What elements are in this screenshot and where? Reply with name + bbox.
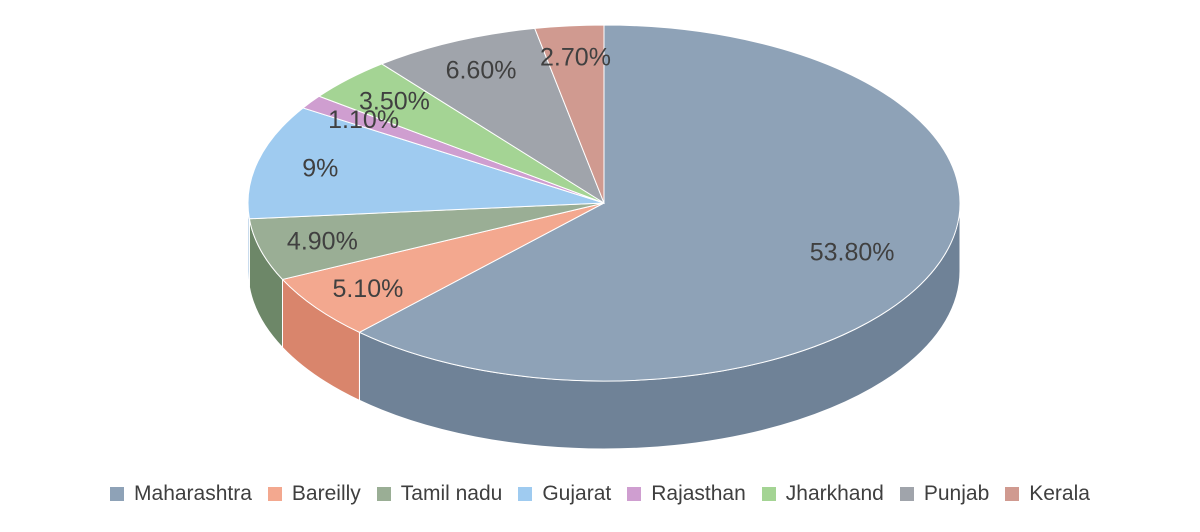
pie-slices xyxy=(247,24,961,382)
data-label-punjab: 6.60% xyxy=(446,57,517,85)
legend-swatch xyxy=(110,487,125,501)
legend: Maharashtra Bareilly Tamil nadu Gujarat Raja… xyxy=(0,474,1200,514)
legend-item-gujarat: Gujarat xyxy=(518,482,611,506)
legend-item-rajasthan: Rajasthan xyxy=(627,482,746,506)
legend-label: Bareilly xyxy=(291,482,361,505)
data-label-gujarat: 9% xyxy=(302,155,338,183)
legend-swatch xyxy=(761,487,776,501)
legend-label: Gujarat xyxy=(542,482,612,505)
pie-slice-gujarat xyxy=(247,107,605,220)
pie-slice-kerala xyxy=(534,24,605,204)
pie-slice-maharashtra xyxy=(358,24,961,382)
legend-label: Jharkhand xyxy=(785,482,884,505)
pie-chart: 53.80% 5.10% 4.90% 9% 1.10%3.50% 6.60% 2.70% xyxy=(247,24,961,450)
legend-swatch xyxy=(376,487,391,501)
legend-item-kerala: Kerala xyxy=(1005,482,1090,506)
data-label-kerala: 2.70% xyxy=(540,44,611,72)
data-label-jharkhand: 3.50% xyxy=(359,87,430,115)
legend-swatch xyxy=(627,487,642,501)
legend-item-bareilly: Bareilly xyxy=(267,482,361,506)
legend-swatch xyxy=(518,487,533,501)
legend-item-punjab: Punjab xyxy=(899,482,990,506)
pie-slice-bareilly xyxy=(281,202,605,333)
legend-label: Tamil nadu xyxy=(400,482,503,505)
pie-slice-tamil-nadu xyxy=(248,202,605,280)
legend-item-maharashtra: Maharashtra xyxy=(110,482,252,506)
legend-swatch xyxy=(899,487,914,501)
data-label-bareilly: 5.10% xyxy=(332,275,403,303)
legend-item-tamil-nadu: Tamil nadu xyxy=(376,482,503,506)
legend-label: Punjab xyxy=(923,482,990,505)
legend-label: Rajasthan xyxy=(651,482,746,505)
legend-label: Maharashtra xyxy=(134,482,252,505)
legend-item-jharkhand: Jharkhand xyxy=(761,482,884,506)
legend-label: Kerala xyxy=(1029,482,1090,505)
data-label-rajasthan: 1.10% xyxy=(328,106,399,134)
legend-swatch xyxy=(1005,487,1020,501)
pie-slice-punjab xyxy=(380,27,606,205)
data-label-maharashtra: 53.80% xyxy=(810,238,895,266)
data-label-tamil-nadu: 4.90% xyxy=(287,227,358,255)
pie-sides xyxy=(247,202,961,450)
data-labels: 53.80% 5.10% 4.90% 9% 1.10%3.50% 6.60% 2.70% xyxy=(287,44,895,303)
legend-swatch xyxy=(267,487,282,501)
